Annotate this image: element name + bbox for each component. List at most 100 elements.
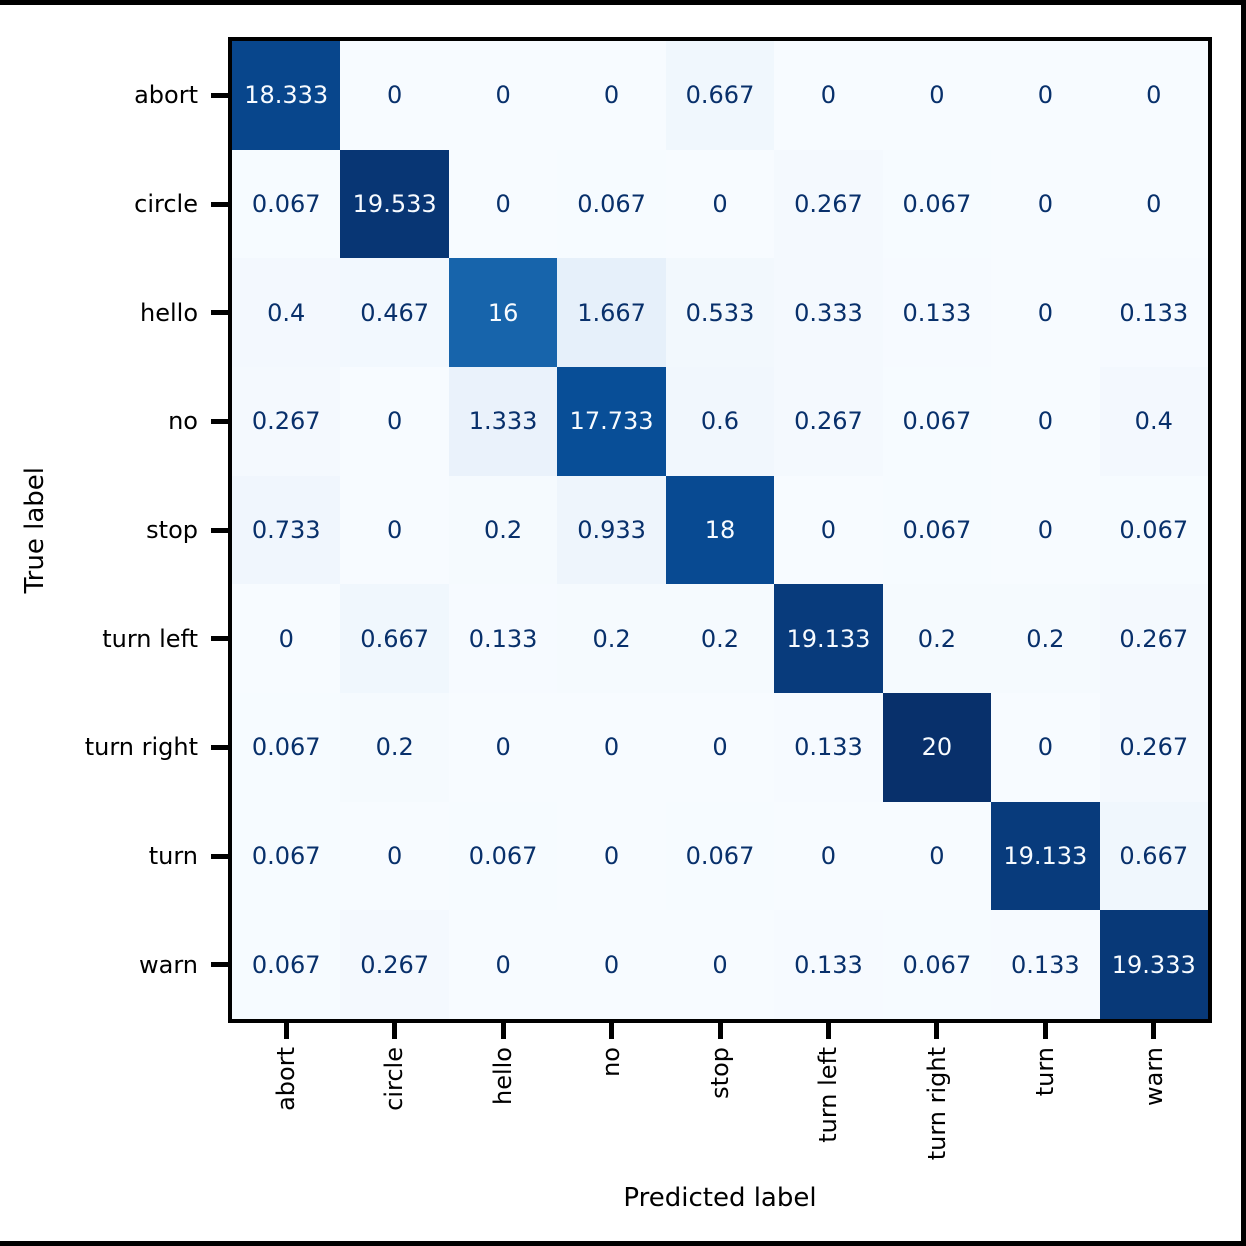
matrix-cell-no-no: 17.733 <box>557 366 666 476</box>
matrix-cell-no-turn-right: 0.067 <box>882 366 992 476</box>
x-axis-tick <box>500 1023 506 1039</box>
matrix-cell-hello-turn-left: 0.333 <box>774 258 883 367</box>
matrix-cell-turn-abort: 0.067 <box>232 801 341 911</box>
x-tick-label: hello <box>488 1047 517 1105</box>
x-axis-tick <box>609 1023 615 1039</box>
x-axis-tick <box>825 1023 831 1039</box>
y-axis-tick <box>211 418 228 424</box>
matrix-cell-circle-warn: 0 <box>1099 149 1208 259</box>
matrix-cell-circle-no: 0.067 <box>557 149 666 259</box>
x-tick-label: stop <box>705 1047 734 1099</box>
matrix-cell-hello-stop: 0.533 <box>665 258 775 367</box>
matrix-cell-abort-circle: 0 <box>340 41 449 150</box>
heatmap-grid: 18.333 0 0 0 0.667 0 0 0 0 0.067 19.533 0 0.067 0 0.26… <box>232 41 1208 1019</box>
matrix-cell-circle-stop: 0 <box>665 149 775 259</box>
x-axis-tick <box>1042 1023 1048 1039</box>
axes-border <box>228 37 1212 1023</box>
y-axis-title-wrap: True label <box>14 41 56 1019</box>
matrix-cell-warn-turn: 0.133 <box>991 910 1100 1019</box>
matrix-cell-circle-circle: 19.533 <box>340 149 449 259</box>
y-tick-label: turn <box>148 841 198 870</box>
matrix-cell-stop-stop: 18 <box>665 475 775 585</box>
y-axis-tick <box>211 962 228 968</box>
matrix-cell-circle-turn-left: 0.267 <box>774 149 883 259</box>
matrix-cell-turn-left-warn: 0.267 <box>1099 584 1208 693</box>
matrix-cell-turn-left-abort: 0 <box>232 584 341 693</box>
matrix-cell-no-stop: 0.6 <box>665 366 775 476</box>
matrix-cell-stop-warn: 0.067 <box>1099 475 1208 585</box>
x-axis-tick <box>1151 1023 1157 1039</box>
matrix-cell-turn-warn: 0.667 <box>1099 801 1208 911</box>
matrix-cell-circle-abort: 0.067 <box>232 149 341 259</box>
matrix-cell-turn-no: 0 <box>557 801 666 911</box>
matrix-cell-hello-abort: 0.4 <box>232 258 341 367</box>
matrix-cell-turn-turn-left: 0 <box>774 801 883 911</box>
matrix-cell-no-turn-left: 0.267 <box>774 366 883 476</box>
matrix-cell-stop-hello: 0.2 <box>448 475 558 585</box>
x-tick-label: warn <box>1139 1047 1168 1106</box>
matrix-cell-no-abort: 0.267 <box>232 366 341 476</box>
matrix-cell-turn-stop: 0.067 <box>665 801 775 911</box>
matrix-cell-turn-left-hello: 0.133 <box>448 584 558 693</box>
matrix-cell-abort-hello: 0 <box>448 41 558 150</box>
x-tick-label: turn <box>1031 1047 1060 1097</box>
y-axis-tick <box>211 636 228 642</box>
matrix-cell-turn-right-warn: 0.267 <box>1099 692 1208 802</box>
matrix-cell-turn-left-turn: 0.2 <box>991 584 1100 693</box>
matrix-cell-warn-stop: 0 <box>665 910 775 1019</box>
matrix-cell-warn-circle: 0.267 <box>340 910 449 1019</box>
matrix-cell-turn-hello: 0.067 <box>448 801 558 911</box>
y-tick-label: turn right <box>84 733 198 762</box>
y-axis-tick-labels: abort circle hello no stop turn left turn righ… <box>0 41 198 1019</box>
matrix-cell-abort-turn-left: 0 <box>774 41 883 150</box>
matrix-cell-stop-circle: 0 <box>340 475 449 585</box>
matrix-cell-turn-right-turn-right: 20 <box>882 692 992 802</box>
x-axis-title: Predicted label <box>623 1183 817 1213</box>
matrix-cell-turn-right-turn-left: 0.133 <box>774 692 883 802</box>
matrix-cell-turn-right-circle: 0.2 <box>340 692 449 802</box>
x-axis-tick <box>392 1023 398 1039</box>
matrix-cell-turn-right-hello: 0 <box>448 692 558 802</box>
matrix-cell-abort-warn: 0 <box>1099 41 1208 150</box>
matrix-cell-abort-stop: 0.667 <box>665 41 775 150</box>
matrix-cell-turn-left-circle: 0.667 <box>340 584 449 693</box>
x-axis-tick <box>934 1023 940 1039</box>
matrix-cell-warn-abort: 0.067 <box>232 910 341 1019</box>
x-tick-label: turn left <box>814 1047 843 1143</box>
y-tick-label: warn <box>139 950 198 979</box>
y-tick-label: no <box>168 407 198 436</box>
matrix-cell-hello-circle: 0.467 <box>340 258 449 367</box>
y-axis-tick <box>211 92 228 98</box>
matrix-cell-stop-no: 0.933 <box>557 475 666 585</box>
matrix-cell-warn-no: 0 <box>557 910 666 1019</box>
matrix-cell-no-warn: 0.4 <box>1099 366 1208 476</box>
matrix-cell-turn-right-abort: 0.067 <box>232 692 341 802</box>
matrix-cell-hello-warn: 0.133 <box>1099 258 1208 367</box>
y-axis-tick <box>211 744 228 750</box>
x-axis-tick <box>717 1023 723 1039</box>
matrix-cell-turn-right-stop: 0 <box>665 692 775 802</box>
matrix-cell-no-turn: 0 <box>991 366 1100 476</box>
matrix-cell-turn-right-turn: 0 <box>991 692 1100 802</box>
matrix-cell-abort-turn: 0 <box>991 41 1100 150</box>
matrix-cell-abort-abort: 18.333 <box>232 41 341 150</box>
matrix-cell-circle-hello: 0 <box>448 149 558 259</box>
matrix-cell-turn-right-no: 0 <box>557 692 666 802</box>
matrix-cell-circle-turn-right: 0.067 <box>882 149 992 259</box>
y-axis-tick <box>211 527 228 533</box>
matrix-cell-abort-no: 0 <box>557 41 666 150</box>
y-tick-label: abort <box>134 81 198 110</box>
y-tick-label: hello <box>140 298 198 327</box>
matrix-cell-stop-abort: 0.733 <box>232 475 341 585</box>
x-axis-tick <box>283 1023 289 1039</box>
y-axis-tick <box>211 853 228 859</box>
matrix-cell-stop-turn-right: 0.067 <box>882 475 992 585</box>
matrix-cell-warn-turn-left: 0.133 <box>774 910 883 1019</box>
y-axis-tick <box>211 310 228 316</box>
matrix-cell-hello-turn: 0 <box>991 258 1100 367</box>
matrix-cell-turn-left-stop: 0.2 <box>665 584 775 693</box>
matrix-cell-turn-turn-right: 0 <box>882 801 992 911</box>
matrix-cell-abort-turn-right: 0 <box>882 41 992 150</box>
y-axis-tick <box>211 201 228 207</box>
